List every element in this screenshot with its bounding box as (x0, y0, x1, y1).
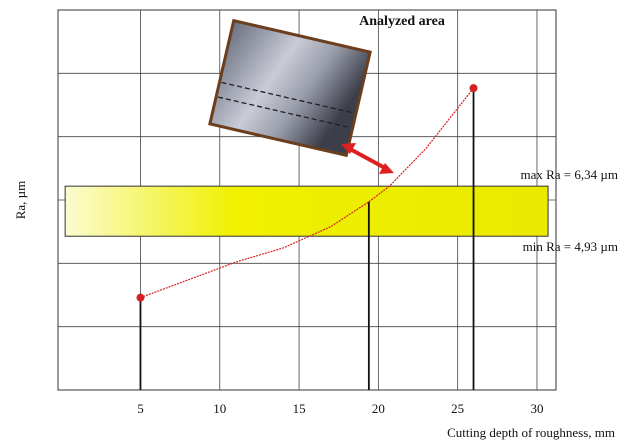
band-max-label: max Ra = 6,34 µm (520, 167, 618, 182)
x-tick-label: 15 (293, 401, 306, 416)
y-axis-label: Ra, µm (13, 181, 28, 220)
band-min-label: min Ra = 4,93 µm (523, 239, 618, 254)
ra-curve (140, 87, 475, 299)
x-tick-label: 25 (451, 401, 464, 416)
x-tick-label: 30 (530, 401, 543, 416)
x-tick-label: 5 (137, 401, 144, 416)
ra-band (64, 185, 549, 237)
pointer-arrow (341, 143, 394, 174)
x-axis-label: Cutting depth of roughness, mm (447, 425, 615, 440)
end-point (136, 293, 145, 302)
end-point (469, 84, 478, 93)
x-tick-label: 10 (213, 401, 226, 416)
analyzed-photo (208, 18, 372, 158)
annotation: Analyzed area (359, 14, 445, 29)
x-tick-label: 20 (372, 401, 385, 416)
